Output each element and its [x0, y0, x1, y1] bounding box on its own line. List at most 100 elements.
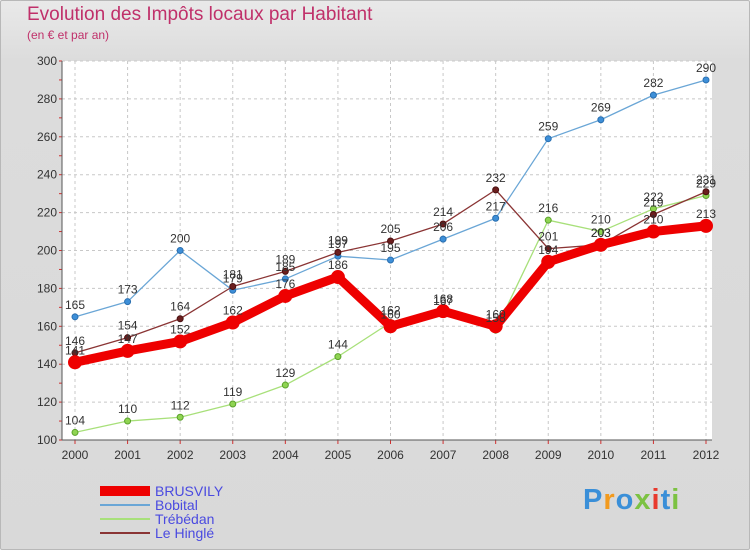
x-tick-label: 2004: [272, 448, 299, 462]
legend-swatch: [100, 504, 150, 506]
data-point-1: [71, 313, 79, 321]
data-label-2: 112: [171, 398, 190, 412]
data-label-1: 206: [433, 220, 453, 234]
data-label-1: 195: [380, 241, 400, 255]
data-point-3: [124, 334, 132, 342]
data-label-2: 110: [118, 402, 137, 416]
data-point-2: [71, 428, 79, 436]
data-label-2: 158: [486, 311, 506, 325]
data-label-2: 104: [65, 413, 85, 427]
data-label-1: 179: [223, 271, 243, 285]
legend-label: BRUSVILY: [155, 483, 224, 499]
data-point-0: [383, 319, 398, 334]
data-point-1: [649, 91, 657, 99]
y-tick-label: 140: [37, 357, 57, 371]
x-tick-label: 2007: [430, 448, 457, 462]
data-point-1: [124, 298, 132, 306]
legend-label: Trébédan: [155, 511, 215, 527]
y-tick-label: 100: [37, 433, 57, 447]
y-tick-label: 300: [37, 54, 57, 68]
data-point-1: [597, 116, 605, 124]
data-point-3: [544, 245, 552, 253]
logo-letter: i: [671, 484, 681, 516]
data-label-3: 154: [118, 319, 138, 333]
data-label-3: 232: [486, 171, 506, 185]
data-point-2: [281, 381, 289, 389]
y-tick-label: 120: [37, 395, 57, 409]
data-point-0: [541, 254, 556, 269]
y-tick-label: 180: [37, 281, 57, 295]
data-point-0: [593, 237, 608, 252]
x-tick-label: 2000: [62, 448, 89, 462]
data-label-1: 165: [65, 298, 85, 312]
x-tick-label: 2011: [641, 448, 667, 462]
legend-swatch: [100, 518, 150, 520]
legend-label: Bobital: [155, 497, 198, 513]
data-point-3: [492, 186, 500, 194]
logo-letter: t: [660, 484, 672, 516]
data-label-2: 210: [591, 213, 611, 227]
y-tick-label: 260: [37, 130, 57, 144]
chart-subtitle: (en € et par an): [27, 28, 110, 42]
data-point-2: [597, 228, 605, 236]
x-tick-label: 2003: [219, 448, 246, 462]
data-point-1: [439, 235, 447, 243]
data-label-1: 200: [170, 232, 190, 246]
data-label-0: 147: [118, 332, 138, 346]
data-label-2: 129: [275, 366, 295, 380]
data-point-0: [225, 315, 240, 330]
data-label-3: 181: [223, 268, 243, 282]
data-point-0: [68, 355, 82, 370]
data-point-3: [281, 267, 289, 275]
logo-letter: o: [615, 484, 635, 516]
x-tick-label: 2006: [377, 448, 404, 462]
data-label-1: 217: [486, 199, 506, 213]
data-label-1: 269: [591, 101, 611, 115]
data-label-3: 164: [170, 300, 190, 314]
data-point-0: [436, 304, 451, 319]
data-label-1: 185: [275, 260, 295, 274]
data-label-1: 290: [696, 61, 716, 75]
data-point-3: [334, 248, 342, 256]
data-point-0: [699, 218, 713, 233]
data-label-0: 152: [170, 322, 190, 336]
data-label-3: 201: [538, 230, 558, 244]
chart-title: Evolution des Impôts locaux par Habitant: [27, 4, 373, 25]
proxiti-logo: Proxiti: [583, 484, 680, 517]
data-label-0: 176: [275, 277, 295, 291]
data-point-1: [492, 214, 500, 222]
data-label-2: 119: [223, 385, 242, 399]
data-label-0: 213: [696, 207, 716, 221]
data-point-3: [229, 283, 237, 291]
data-label-3: 214: [433, 205, 453, 219]
data-point-1: [176, 247, 184, 254]
y-tick-label: 280: [37, 92, 57, 106]
data-label-0: 203: [591, 226, 611, 240]
data-point-3: [387, 237, 394, 245]
data-label-1: 259: [538, 120, 558, 134]
data-label-3: 146: [65, 334, 85, 348]
data-label-2: 229: [696, 177, 716, 191]
data-point-0: [330, 270, 345, 285]
data-point-2: [176, 413, 184, 421]
data-point-0: [120, 343, 135, 358]
logo-letter: P: [583, 484, 604, 516]
data-label-0: 141: [65, 343, 85, 357]
x-tick-label: 2005: [325, 448, 352, 462]
data-label-3: 203: [591, 226, 611, 240]
data-label-3: 219: [643, 195, 663, 209]
data-point-3: [649, 210, 657, 218]
data-point-0: [646, 224, 661, 239]
data-point-0: [278, 288, 293, 303]
data-point-2: [334, 353, 342, 361]
legend-swatch: [100, 532, 150, 534]
data-label-0: 160: [380, 307, 400, 321]
data-label-2: 167: [433, 294, 453, 308]
data-point-0: [173, 334, 188, 349]
data-label-2: 144: [328, 338, 348, 352]
data-label-0: 162: [223, 304, 243, 318]
x-tick-label: 2008: [482, 448, 509, 462]
x-tick-label: 2001: [114, 448, 141, 462]
data-label-2: 222: [643, 190, 663, 204]
